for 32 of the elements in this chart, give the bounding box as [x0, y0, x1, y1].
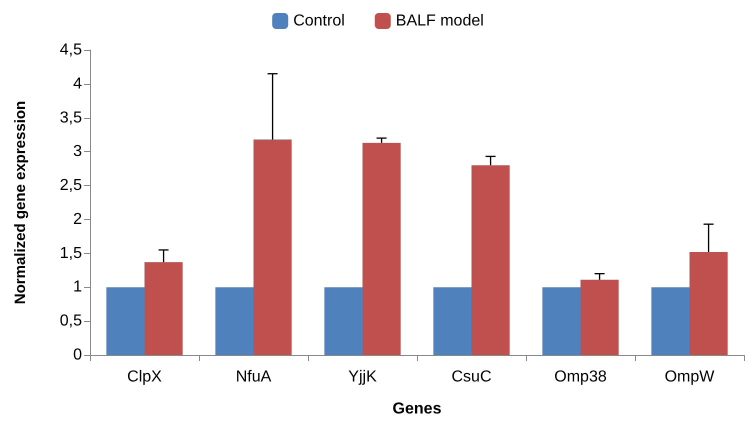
- bar: [144, 262, 183, 355]
- y-tick-label: 3,5: [60, 109, 82, 126]
- y-tick-label: 0: [73, 346, 82, 364]
- y-axis-title: Normalized gene expression: [12, 100, 29, 304]
- y-tick-label: 3: [73, 143, 82, 160]
- bar: [472, 165, 510, 355]
- y-tick-label: 1: [73, 278, 82, 296]
- y-tick-label: 0,5: [60, 312, 82, 330]
- bar: [542, 287, 580, 355]
- bar: [324, 287, 362, 355]
- bar: [433, 287, 472, 355]
- bar: [651, 287, 690, 355]
- x-tick-label: NfuA: [236, 368, 272, 386]
- x-tick-label: Omp38: [554, 368, 607, 386]
- x-tick-label: OmpW: [664, 368, 716, 386]
- y-tick-label: 4,5: [60, 42, 82, 58]
- y-tick-label: 2: [73, 210, 82, 228]
- bar: [580, 280, 619, 355]
- y-tick-label: 4: [73, 75, 82, 92]
- legend-label: Control: [293, 12, 345, 30]
- bar: [215, 287, 254, 355]
- legend-label: BALF model: [396, 12, 484, 30]
- x-tick-label: ClpX: [127, 368, 162, 386]
- x-axis-title: Genes: [392, 400, 442, 418]
- bar: [362, 142, 401, 355]
- bar: [106, 287, 144, 355]
- x-tick-label: CsuC: [451, 368, 492, 386]
- bar: [254, 139, 292, 355]
- y-tick-label: 1,5: [60, 244, 82, 262]
- y-tick-label: 2,5: [60, 177, 82, 194]
- bar: [690, 252, 728, 355]
- x-tick-label: YjjK: [348, 368, 378, 386]
